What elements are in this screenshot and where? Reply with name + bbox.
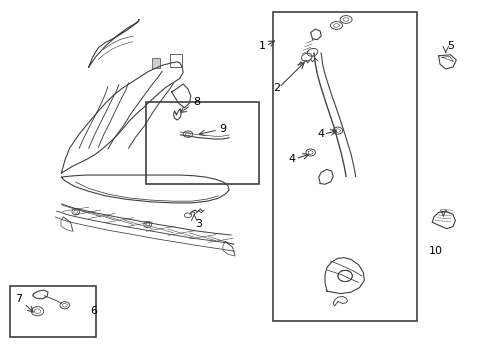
Text: 3: 3 bbox=[195, 219, 202, 229]
Text: 5: 5 bbox=[446, 41, 453, 51]
Text: 2: 2 bbox=[273, 83, 280, 93]
Text: 9: 9 bbox=[219, 124, 226, 134]
Text: 8: 8 bbox=[193, 98, 200, 107]
Text: 4: 4 bbox=[317, 129, 324, 139]
Text: 6: 6 bbox=[90, 306, 97, 316]
Text: 7: 7 bbox=[15, 294, 22, 304]
Text: 1: 1 bbox=[259, 41, 265, 51]
Bar bbox=[273, 13, 416, 321]
Bar bbox=[152, 58, 160, 68]
Bar bbox=[10, 286, 96, 337]
Text: 4: 4 bbox=[288, 154, 295, 164]
Bar bbox=[170, 54, 182, 67]
Text: 10: 10 bbox=[428, 246, 442, 256]
Bar bbox=[146, 102, 258, 184]
